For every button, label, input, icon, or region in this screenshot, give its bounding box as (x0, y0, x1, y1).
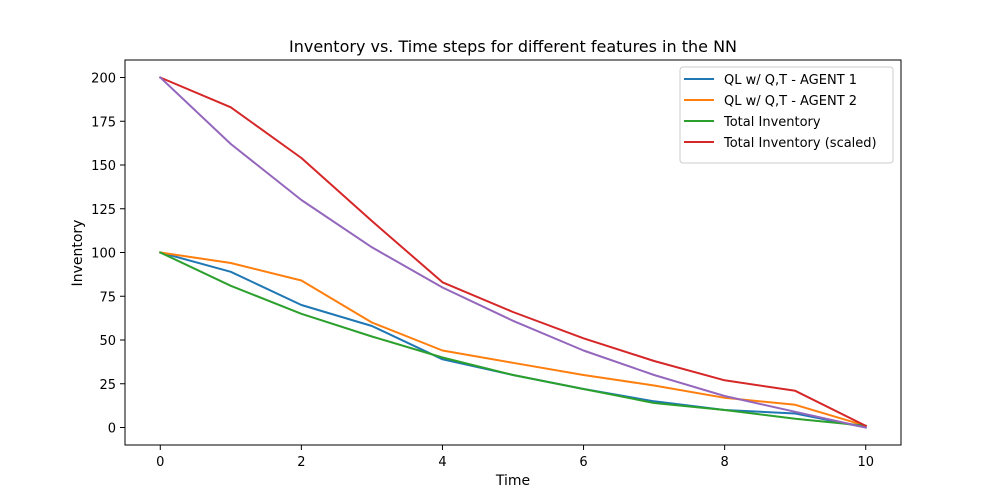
legend-label: Total Inventory (723, 115, 821, 130)
y-tick-label: 100 (91, 247, 116, 262)
x-axis-title: Time (495, 473, 530, 489)
x-axis: 0 2 4 6 8 10 (156, 445, 874, 470)
legend-label: QL w/ Q,T - AGENT 1 (724, 73, 857, 88)
x-tick-label: 0 (156, 455, 164, 470)
x-tick-label: 2 (297, 455, 305, 470)
legend-label: Total Inventory (scaled) (723, 136, 877, 151)
y-tick-label: 125 (91, 203, 116, 218)
series-line-2 (159, 251, 867, 428)
legend-box (679, 66, 894, 164)
y-tick-label: 150 (91, 159, 116, 174)
series-layer (158, 76, 868, 429)
y-tick-label: 175 (91, 115, 116, 130)
legend-label: QL w/ Q,T - AGENT 2 (724, 94, 857, 109)
series-line-3 (158, 251, 867, 427)
y-axis-title: Inventory (70, 220, 86, 287)
y-tick-label: 0 (108, 422, 116, 437)
x-tick-label: 8 (720, 455, 728, 470)
legend: QL w/ Q,T - AGENT 1 QL w/ Q,T - AGENT 2 To… (679, 66, 894, 164)
chart-title: Inventory vs. Time steps for different f… (289, 37, 737, 56)
series-line-5 (158, 76, 867, 429)
x-tick-label: 6 (579, 455, 587, 470)
y-tick-label: 25 (99, 378, 116, 393)
y-tick-label: 200 (91, 72, 116, 87)
y-axis: 0 25 50 75 100 125 150 175 200 (91, 72, 125, 437)
x-tick-label: 10 (857, 455, 874, 470)
x-tick-label: 4 (438, 455, 446, 470)
series-line-4 (158, 76, 868, 428)
y-tick-label: 75 (99, 290, 116, 305)
y-tick-label: 50 (99, 334, 116, 349)
